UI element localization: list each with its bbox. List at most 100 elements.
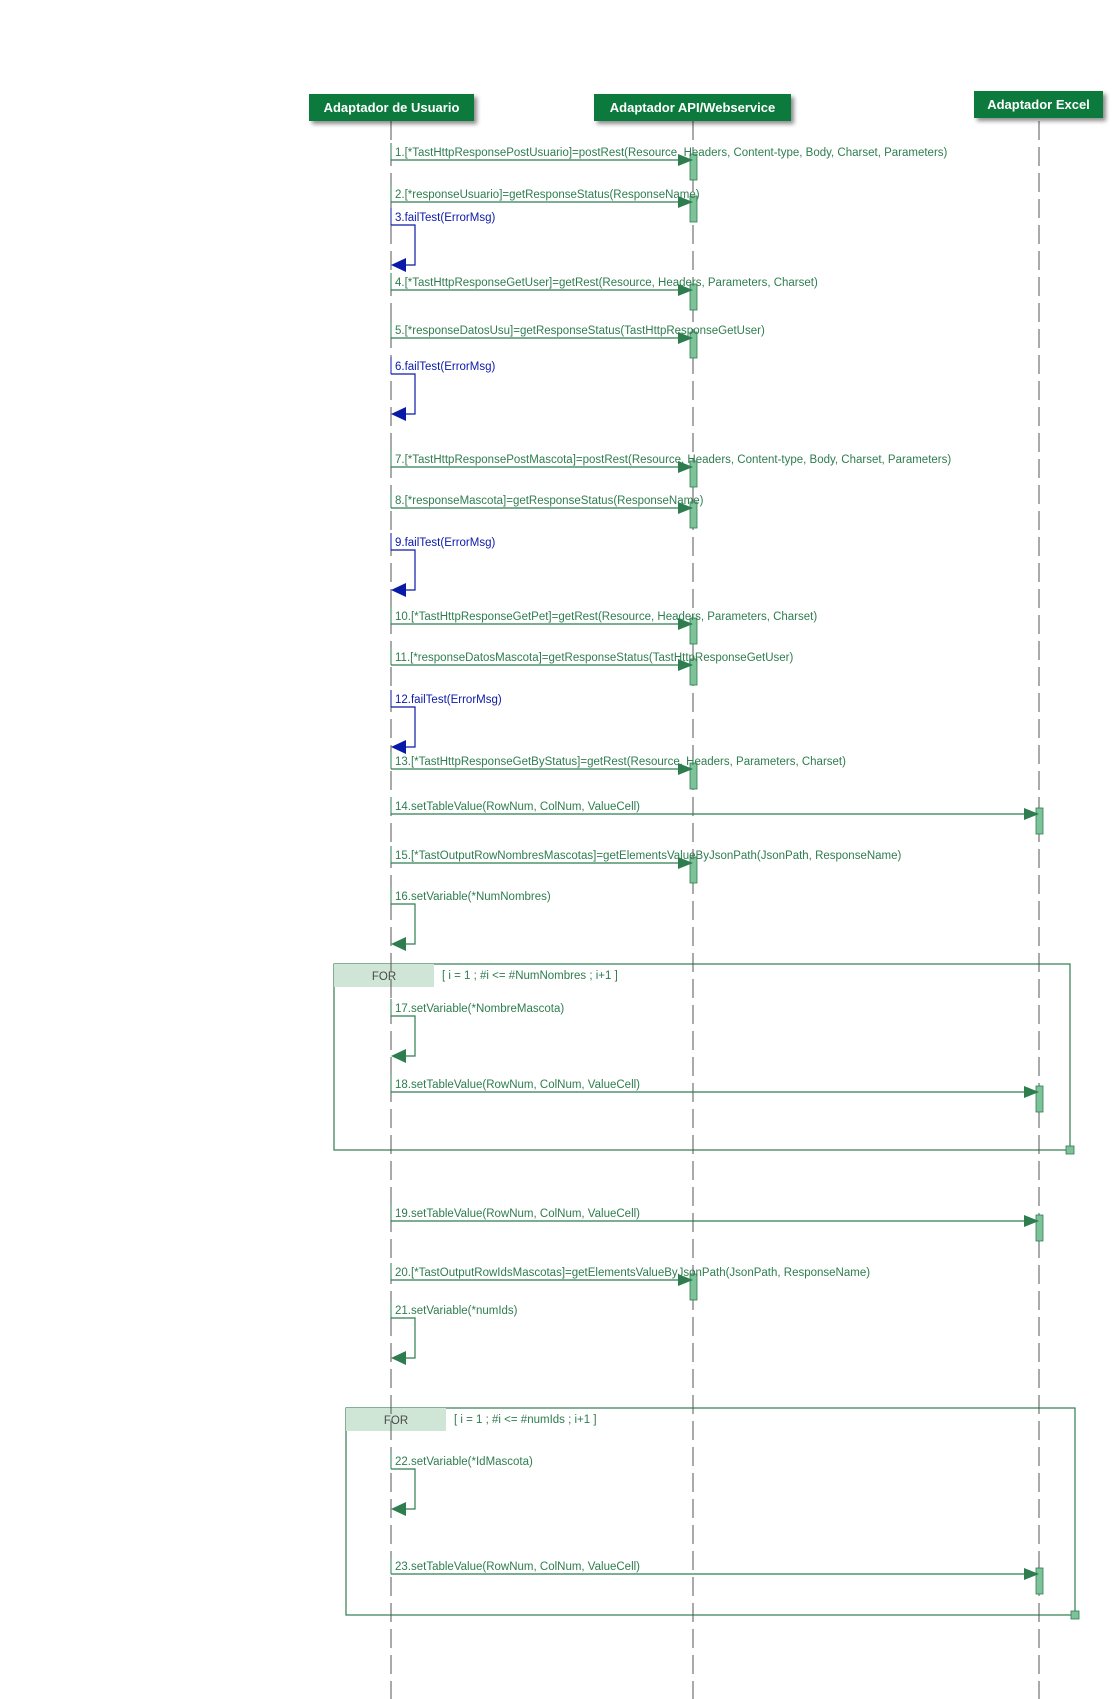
activation-bar bbox=[689, 1273, 698, 1301]
message-1: 1.[*TastHttpResponsePostUsuario]=postRes… bbox=[390, 143, 948, 166]
lifeline-head-user: Adaptador de Usuario bbox=[309, 94, 474, 121]
arrowhead bbox=[678, 618, 693, 630]
arrowhead bbox=[391, 407, 406, 421]
message-label: 16.setVariable(*NumNombres) bbox=[395, 891, 551, 903]
message-label: 18.setTableValue(RowNum, ColNum, ValueCe… bbox=[395, 1079, 640, 1091]
message-23: 23.setTableValue(RowNum, ColNum, ValueCe… bbox=[390, 1557, 1039, 1580]
activation-bar bbox=[689, 501, 698, 529]
message-label: 1.[*TastHttpResponsePostUsuario]=postRes… bbox=[395, 147, 948, 159]
activation-bar bbox=[1035, 1567, 1044, 1595]
message-label: 2.[*responseUsuario]=getResponseStatus(R… bbox=[395, 189, 700, 201]
arrowhead bbox=[1024, 1568, 1039, 1580]
message-22: 22.setVariable(*IdMascota) bbox=[390, 1452, 533, 1516]
arrowhead bbox=[678, 857, 693, 869]
self-message-arrow bbox=[391, 1468, 416, 1510]
arrowhead bbox=[391, 258, 406, 272]
activation-bar bbox=[689, 617, 698, 645]
message-label: 22.setVariable(*IdMascota) bbox=[395, 1456, 533, 1468]
message-13: 13.[*TastHttpResponseGetByStatus]=getRes… bbox=[390, 752, 846, 775]
self-message-arrow bbox=[391, 1317, 416, 1359]
arrowhead bbox=[678, 284, 693, 296]
message-label: 3.failTest(ErrorMsg) bbox=[395, 212, 495, 224]
lifeline-label: Adaptador API/Webservice bbox=[610, 100, 775, 115]
activation-bar bbox=[689, 331, 698, 359]
frame-label: FOR bbox=[384, 1415, 408, 1427]
arrowhead bbox=[391, 740, 406, 754]
frame-condition: [ i = 1 ; #i <= #numIds ; i+1 ] bbox=[454, 1414, 597, 1426]
self-message-arrow bbox=[391, 903, 416, 945]
arrowhead bbox=[678, 659, 693, 671]
message-label: 4.[*TastHttpResponseGetUser]=getRest(Res… bbox=[395, 277, 818, 289]
lifeline-label: Adaptador Excel bbox=[987, 97, 1090, 112]
message-4: 4.[*TastHttpResponseGetUser]=getRest(Res… bbox=[390, 273, 818, 296]
for-frame: FOR [ i = 1 ; #i <= #NumNombres ; i+1 ] bbox=[333, 963, 1075, 1155]
message-18: 18.setTableValue(RowNum, ColNum, ValueCe… bbox=[390, 1075, 1039, 1098]
message-label: 13.[*TastHttpResponseGetByStatus]=getRes… bbox=[395, 756, 846, 768]
self-message-arrow bbox=[391, 706, 416, 748]
arrowhead bbox=[678, 154, 693, 166]
message-label: 11.[*responseDatosMascota]=getResponseSt… bbox=[395, 652, 794, 664]
message-11: 11.[*responseDatosMascota]=getResponseSt… bbox=[390, 648, 794, 671]
message-label: 9.failTest(ErrorMsg) bbox=[395, 537, 495, 549]
lifeline-head-api: Adaptador API/Webservice bbox=[594, 94, 791, 121]
message-2: 2.[*responseUsuario]=getResponseStatus(R… bbox=[390, 185, 700, 208]
message-label: 21.setVariable(*numIds) bbox=[395, 1305, 518, 1317]
message-6: 6.failTest(ErrorMsg) bbox=[390, 357, 495, 421]
message-label: 20.[*TastOutputRowIdsMascotas]=getElemen… bbox=[395, 1267, 870, 1279]
message-21: 21.setVariable(*numIds) bbox=[390, 1301, 518, 1365]
arrowhead bbox=[391, 583, 406, 597]
activation-bar bbox=[689, 658, 698, 686]
frame-label: FOR bbox=[372, 971, 396, 983]
arrowhead bbox=[678, 763, 693, 775]
arrowhead bbox=[1024, 1086, 1039, 1098]
message-14: 14.setTableValue(RowNum, ColNum, ValueCe… bbox=[390, 797, 1039, 820]
activation-bar bbox=[689, 283, 698, 311]
self-message-arrow bbox=[391, 1015, 416, 1057]
activation-bar bbox=[689, 856, 698, 884]
message-16: 16.setVariable(*NumNombres) bbox=[390, 887, 551, 951]
message-19: 19.setTableValue(RowNum, ColNum, ValueCe… bbox=[390, 1204, 1039, 1227]
message-label: 15.[*TastOutputRowNombresMascotas]=getEl… bbox=[395, 850, 902, 862]
message-8: 8.[*responseMascota]=getResponseStatus(R… bbox=[390, 491, 704, 514]
for-frame: FOR [ i = 1 ; #i <= #numIds ; i+1 ] bbox=[345, 1407, 1080, 1620]
lifeline-label: Adaptador de Usuario bbox=[324, 100, 460, 115]
message-label: 23.setTableValue(RowNum, ColNum, ValueCe… bbox=[395, 1561, 640, 1573]
arrowhead bbox=[391, 1351, 406, 1365]
message-label: 17.setVariable(*NombreMascota) bbox=[395, 1003, 564, 1015]
message-label: 7.[*TastHttpResponsePostMascota]=postRes… bbox=[395, 454, 951, 466]
self-message-arrow bbox=[391, 224, 416, 266]
activation-bar bbox=[689, 153, 698, 181]
message-label: 8.[*responseMascota]=getResponseStatus(R… bbox=[395, 495, 704, 507]
message-10: 10.[*TastHttpResponseGetPet]=getRest(Res… bbox=[390, 607, 817, 630]
arrowhead bbox=[391, 1502, 406, 1516]
activation-bar bbox=[1035, 807, 1044, 835]
arrowhead bbox=[391, 937, 406, 951]
message-label: 6.failTest(ErrorMsg) bbox=[395, 361, 495, 373]
lifeline-head-excel: Adaptador Excel bbox=[974, 91, 1103, 118]
arrowhead bbox=[391, 1049, 406, 1063]
activation-bar bbox=[689, 762, 698, 790]
message-5: 5.[*responseDatosUsu]=getResponseStatus(… bbox=[390, 321, 765, 344]
arrowhead bbox=[678, 461, 693, 473]
message-7: 7.[*TastHttpResponsePostMascota]=postRes… bbox=[390, 450, 951, 473]
self-message-arrow bbox=[391, 373, 416, 415]
activation-bar bbox=[689, 195, 698, 223]
message-label: 12.failTest(ErrorMsg) bbox=[395, 694, 502, 706]
arrowhead bbox=[678, 196, 693, 208]
message-label: 19.setTableValue(RowNum, ColNum, ValueCe… bbox=[395, 1208, 640, 1220]
message-20: 20.[*TastOutputRowIdsMascotas]=getElemen… bbox=[390, 1263, 870, 1286]
activation-bar bbox=[1035, 1214, 1044, 1242]
arrowhead bbox=[678, 502, 693, 514]
message-17: 17.setVariable(*NombreMascota) bbox=[390, 999, 564, 1063]
message-9: 9.failTest(ErrorMsg) bbox=[390, 533, 495, 597]
frame-condition: [ i = 1 ; #i <= #NumNombres ; i+1 ] bbox=[442, 970, 618, 982]
self-message-arrow bbox=[391, 549, 416, 591]
arrowhead bbox=[1024, 808, 1039, 820]
message-label: 5.[*responseDatosUsu]=getResponseStatus(… bbox=[395, 325, 765, 337]
message-3: 3.failTest(ErrorMsg) bbox=[390, 208, 495, 272]
arrowhead bbox=[678, 332, 693, 344]
message-15: 15.[*TastOutputRowNombresMascotas]=getEl… bbox=[390, 846, 902, 869]
message-label: 14.setTableValue(RowNum, ColNum, ValueCe… bbox=[395, 801, 640, 813]
activation-bar bbox=[1035, 1085, 1044, 1113]
